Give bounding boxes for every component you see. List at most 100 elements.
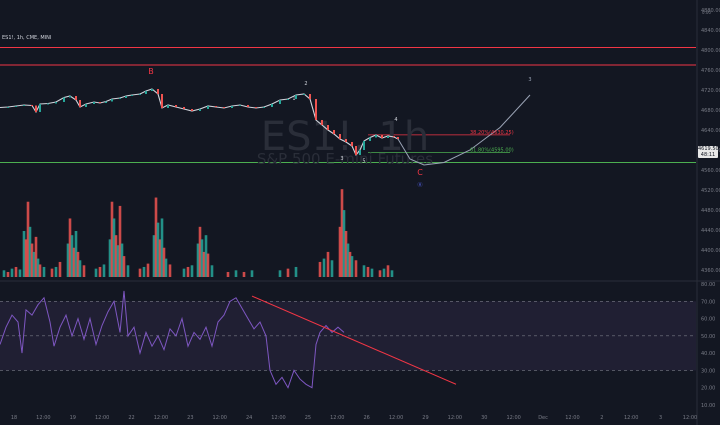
time-tick-label: 12:00: [448, 415, 462, 421]
wave-label-2: 2: [304, 81, 307, 87]
price-candle: [315, 99, 317, 120]
volume-bar: [112, 218, 116, 277]
volume-bar: [348, 251, 352, 277]
volume-bar: [120, 243, 124, 277]
time-tick-label: 12:00: [154, 415, 168, 421]
price-candle: [191, 109, 193, 111]
wave-label-3: 3: [528, 77, 531, 83]
volume-bar: [286, 268, 290, 277]
time-tick-label: 12:00: [389, 415, 403, 421]
price-candle: [327, 125, 329, 130]
price-candle: [167, 105, 169, 108]
price-candle: [345, 139, 347, 142]
volume-bar: [18, 269, 22, 277]
time-tick-label: 29: [422, 415, 428, 421]
volume-bar: [30, 243, 34, 277]
time-tick-label: 12:00: [95, 415, 109, 421]
price-candle: [69, 96, 71, 98]
volume-bar: [58, 261, 62, 277]
volume-bar: [322, 258, 326, 277]
price-candle: [363, 141, 365, 150]
price-candle: [339, 134, 341, 139]
volume-bar: [204, 235, 208, 277]
volume-bar: [156, 222, 160, 277]
volume-bar: [182, 268, 186, 277]
volume-bar: [378, 270, 382, 277]
volume-bar: [142, 266, 146, 277]
price-tick-label: 4760.00: [701, 68, 720, 74]
price-tick-label: 4720.00: [701, 88, 720, 94]
volume-bar: [6, 271, 10, 277]
price-candle: [111, 99, 113, 102]
time-tick-label: 3: [659, 415, 662, 421]
watermark-ticker: ES1!, 1h: [261, 114, 429, 160]
volume-bar: [202, 251, 206, 277]
price-candle: [119, 98, 121, 99]
price-candle: [207, 106, 209, 109]
volume-bar: [362, 265, 366, 277]
price-candle: [79, 100, 81, 107]
price-candle: [139, 94, 141, 95]
volume-bar: [54, 266, 58, 277]
volume-bar: [206, 253, 210, 277]
volume-bar: [340, 189, 344, 277]
symbol-legend[interactable]: ES1!, 1h, CME, MINI: [2, 35, 52, 41]
price-candle: [355, 146, 357, 155]
last-price: 4619.50: [698, 146, 719, 152]
volume-bar: [78, 260, 82, 277]
time-tick-label: 12:00: [624, 415, 638, 421]
price-candle: [295, 95, 297, 99]
price-candle: [321, 120, 323, 125]
price-candle: [397, 137, 399, 139]
price-candle: [239, 105, 241, 106]
volume-bar: [210, 265, 214, 277]
price-candle: [247, 105, 249, 107]
volume-bar: [342, 210, 346, 277]
volume-bar: [346, 243, 350, 277]
volume-bar: [226, 271, 230, 277]
time-tick-label: 12:00: [36, 415, 50, 421]
volume-bar: [158, 239, 162, 277]
price-candle: [131, 95, 133, 96]
volume-bar: [200, 239, 204, 277]
price-candle: [161, 94, 163, 108]
volume-bar: [138, 268, 142, 277]
rsi-tick-label: 70.00: [701, 299, 715, 305]
label-layer: 38.20%(4630.25) 61.80%(4595.00) B 1 2 3 4 5 C 3 Ⓐ: [148, 67, 531, 189]
time-tick-label: 12:00: [506, 415, 520, 421]
price-candle: [199, 109, 201, 111]
time-tick-label: 2: [600, 415, 603, 421]
fib-label: 61.80%(4595.00): [470, 148, 514, 154]
price-candle: [263, 107, 265, 108]
price-candle: [375, 135, 377, 138]
volume-bar: [326, 251, 330, 277]
rsi-tick-label: 60.00: [701, 317, 715, 323]
price-candle: [381, 135, 383, 138]
volume-bar: [26, 201, 30, 277]
volume-bar: [42, 266, 46, 277]
volume-bar: [390, 270, 394, 277]
volume-bar: [22, 231, 26, 277]
volume-bar: [126, 265, 130, 277]
time-tick-label: 12:00: [213, 415, 227, 421]
volume-bar: [386, 265, 390, 277]
volume-bar: [366, 266, 370, 277]
bar-countdown: 48:11: [700, 152, 716, 158]
price-candle: [215, 106, 217, 107]
watermark-name: S&P 500 E-mini Futures: [257, 150, 433, 168]
volume-bar: [294, 266, 298, 277]
volume-bar: [70, 235, 74, 277]
price-candle: [15, 106, 17, 107]
volume-layer: [2, 189, 394, 277]
price-candle: [223, 107, 225, 108]
last-price-badge: 4619.50 48:11: [698, 146, 719, 158]
volume-bar: [98, 266, 102, 277]
volume-bar: [382, 268, 386, 277]
rsi-tick-label: 20.00: [701, 386, 715, 392]
price-tick-label: 4400.00: [701, 248, 720, 254]
volume-bar: [198, 226, 202, 277]
price-candle: [333, 130, 335, 134]
volume-bar: [14, 266, 18, 277]
